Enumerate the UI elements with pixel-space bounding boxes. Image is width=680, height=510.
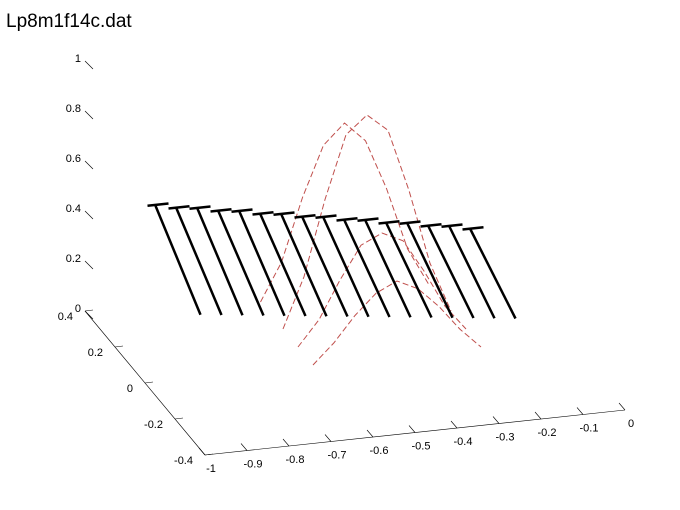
x-tick	[450, 420, 458, 429]
stick	[448, 226, 496, 319]
stick-top	[378, 220, 400, 225]
z-tick	[84, 260, 94, 270]
stick	[301, 216, 349, 318]
stick	[385, 222, 433, 319]
x-tick-label: -0.8	[286, 454, 305, 466]
z-tick	[84, 110, 94, 120]
stick	[427, 225, 475, 319]
y-tick-label: 0.2	[88, 347, 103, 359]
stick-top	[420, 223, 442, 228]
z-tick-label: 0.6	[66, 153, 81, 165]
x-tick-label: -0.2	[538, 427, 557, 439]
x-tick-label: -0.4	[454, 436, 473, 448]
x-tick-label: -0.6	[370, 445, 389, 457]
x-tick-label: 0	[628, 418, 634, 430]
stick	[364, 220, 412, 318]
x-tick	[576, 407, 584, 415]
stick-top	[315, 214, 337, 219]
z-tick-label: 1	[75, 53, 81, 65]
y-tick	[174, 417, 184, 420]
z-tick-label: 0	[75, 303, 81, 315]
y-tick-label: 0	[127, 383, 133, 395]
stick-top	[462, 226, 484, 231]
x-tick	[324, 434, 332, 442]
y-tick-label: -0.4	[174, 455, 193, 467]
dashed-curve	[282, 114, 452, 330]
stick-top	[336, 217, 358, 222]
x-tick	[618, 402, 626, 411]
stick-top	[147, 202, 169, 207]
stick	[154, 205, 202, 316]
z-tick	[84, 210, 94, 220]
x-tick	[198, 447, 206, 456]
dashed-curve	[297, 232, 467, 348]
stick	[322, 217, 370, 318]
z-tick-label: 0.2	[66, 253, 81, 265]
y-tick-label: 0.4	[58, 311, 73, 323]
stick-top	[168, 205, 190, 210]
x-tick	[534, 411, 542, 420]
stick-top	[210, 208, 232, 213]
x-tick-label: -0.5	[412, 440, 431, 452]
dashed-curve	[260, 122, 429, 303]
x-tick	[408, 425, 416, 433]
y-tick	[84, 309, 94, 312]
stick-top	[399, 220, 421, 225]
x-tick	[282, 438, 290, 447]
chart-title: Lp8m1f14c.dat	[6, 11, 132, 32]
stick	[343, 219, 391, 318]
y-tick	[144, 381, 154, 384]
stick	[196, 208, 244, 316]
stick-top	[441, 223, 463, 228]
z-tick-label: 0.4	[66, 203, 81, 215]
stick	[217, 211, 265, 316]
stick	[280, 214, 328, 317]
y-tick-label: -0.2	[144, 419, 163, 431]
x-tick-label: -0.9	[244, 458, 263, 470]
stick	[259, 213, 307, 317]
z-tick-label: 0.8	[66, 103, 81, 115]
stick	[469, 228, 517, 320]
y-tick	[114, 345, 124, 348]
stick-top	[357, 217, 379, 222]
stick	[238, 211, 286, 317]
stick	[175, 208, 223, 316]
stick	[406, 223, 454, 319]
stick-top	[231, 208, 253, 213]
x-tick-label: -0.1	[580, 422, 599, 434]
stick-top	[273, 211, 295, 216]
y-tick	[204, 453, 214, 456]
x-tick	[492, 416, 500, 424]
x-tick	[240, 443, 248, 451]
z-tick	[84, 310, 94, 320]
z-tick	[84, 60, 94, 70]
dashed-curve	[312, 280, 482, 366]
x-tick-label: -0.3	[496, 431, 515, 443]
stick-top	[252, 211, 274, 216]
x-tick-label: -0.7	[328, 449, 347, 461]
x-tick	[366, 429, 374, 438]
z-tick	[84, 160, 94, 170]
x-tick-label: -1	[206, 463, 216, 475]
stick-top	[294, 214, 316, 219]
stick-top	[189, 205, 211, 210]
